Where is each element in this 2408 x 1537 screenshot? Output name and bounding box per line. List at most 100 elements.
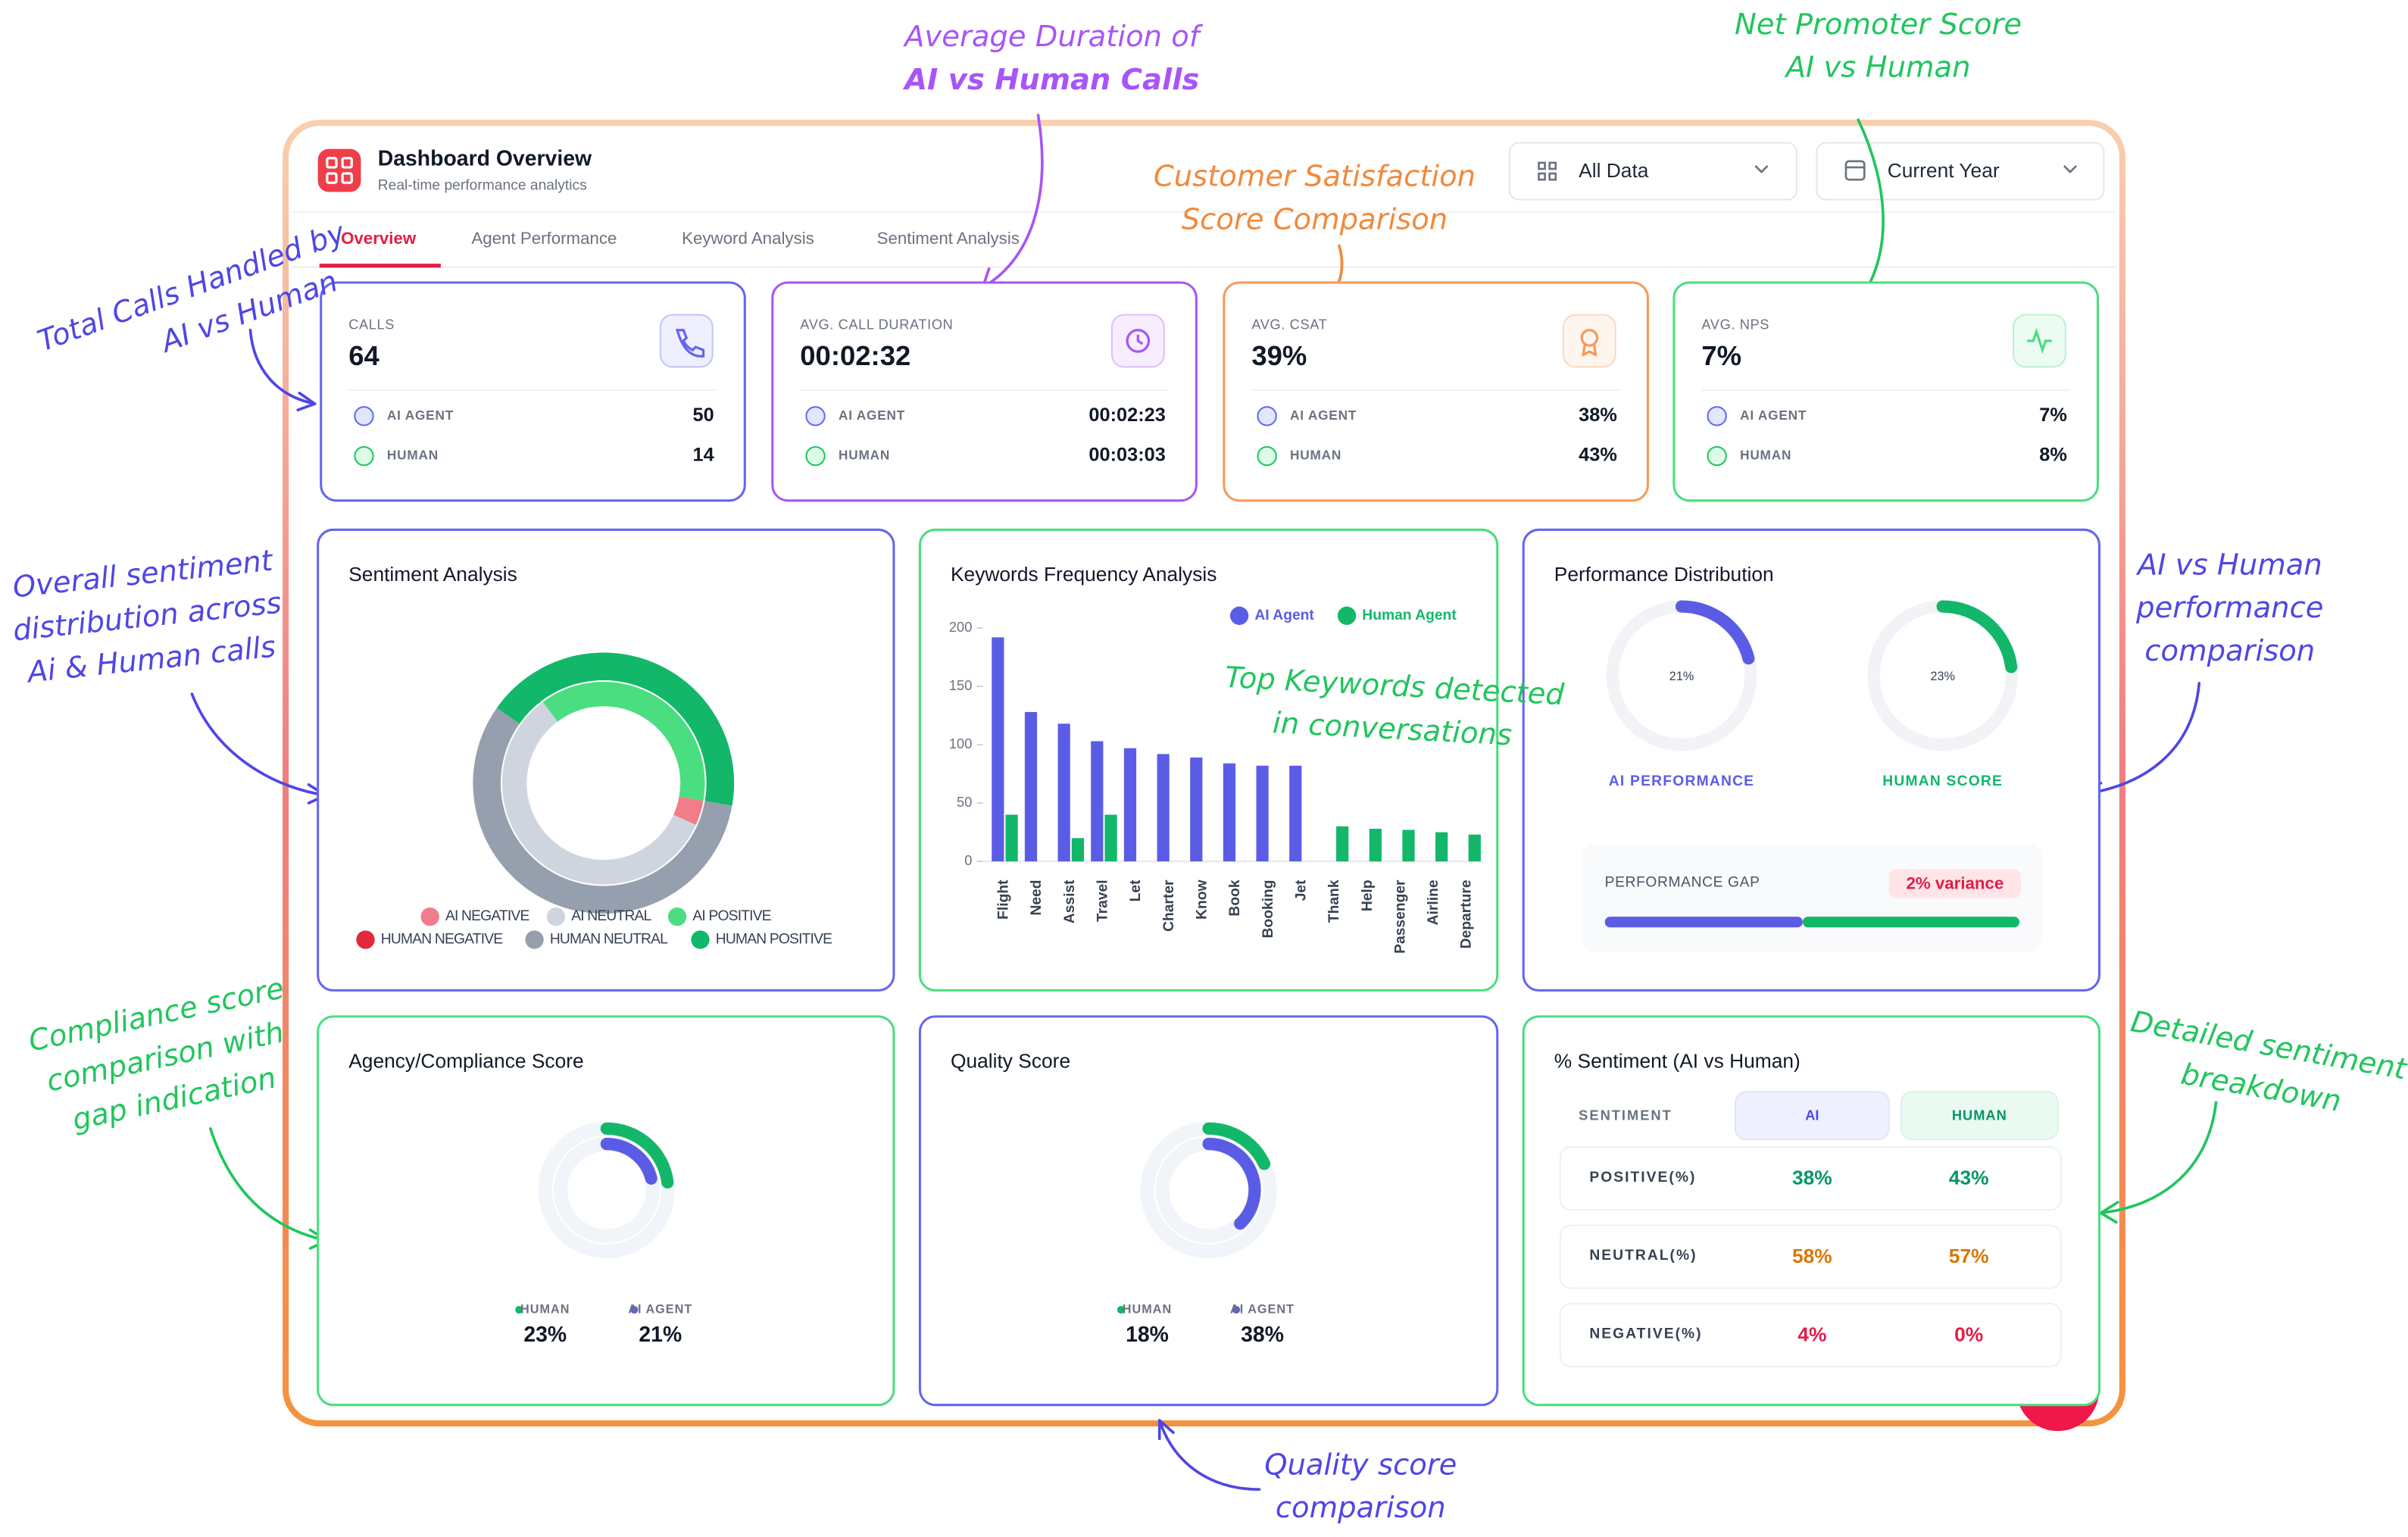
donut-segment bbox=[473, 708, 732, 914]
x-tick-label: Book bbox=[1227, 879, 1243, 916]
annotation: performance bbox=[2135, 591, 2323, 625]
annotation: AI vs Human bbox=[1784, 51, 1971, 85]
row-value: 38% bbox=[1792, 1167, 1832, 1189]
legend-label: Human Agent bbox=[1362, 608, 1457, 623]
pulse-icon bbox=[2027, 327, 2052, 355]
panel-title: Sentiment Analysis bbox=[348, 563, 517, 586]
legend-swatch bbox=[525, 930, 544, 949]
row-label: POSITIVE(%) bbox=[1589, 1170, 1696, 1186]
annotation: comparison bbox=[1276, 1491, 1446, 1525]
panel-title: Quality Score bbox=[951, 1050, 1070, 1073]
score-value: 38% bbox=[1241, 1323, 1284, 1347]
row-value: 57% bbox=[1949, 1245, 1989, 1267]
filter-dropdown[interactable] bbox=[1508, 142, 1798, 201]
annotation: Net Promoter Score bbox=[1735, 8, 2022, 42]
legend-label: AI POSITIVE bbox=[692, 908, 771, 924]
kpi-row-value: 00:03:03 bbox=[1088, 445, 1165, 466]
legend-label: HUMAN NEUTRAL bbox=[550, 932, 668, 948]
kpi-row-label: AI AGENT bbox=[1290, 408, 1357, 423]
tab[interactable]: Agent Performance bbox=[471, 229, 617, 248]
phone-icon bbox=[675, 329, 705, 358]
row-label: NEGATIVE(%) bbox=[1589, 1326, 1702, 1342]
kpi-card bbox=[1672, 281, 2099, 502]
panel bbox=[918, 528, 1499, 992]
ai-icon bbox=[1257, 406, 1277, 426]
kpi-row-label: HUMAN bbox=[839, 448, 890, 463]
kpi-row-value: 7% bbox=[2039, 405, 2067, 426]
x-tick-label: Travel bbox=[1095, 879, 1111, 922]
gap-label: PERFORMANCE GAP bbox=[1605, 875, 1760, 891]
annotation: Average Duration of bbox=[902, 20, 1204, 54]
bar bbox=[1091, 741, 1104, 862]
legend-label: HUMAN NEGATIVE bbox=[381, 932, 503, 948]
ring-arc bbox=[1202, 1122, 1271, 1170]
kpi-label: CALLS bbox=[348, 317, 395, 333]
ai-icon bbox=[1707, 406, 1727, 426]
filter-label: Current Year bbox=[1888, 159, 2000, 182]
donut-segment bbox=[673, 795, 704, 826]
ring-arc bbox=[600, 1137, 657, 1185]
legend-label: HUMAN bbox=[520, 1302, 570, 1316]
bar bbox=[1157, 754, 1170, 862]
kpi-row-value: 38% bbox=[1579, 405, 1617, 426]
legend-swatch bbox=[667, 907, 687, 926]
annotation: AI vs Human bbox=[2135, 548, 2322, 582]
legend-swatch bbox=[1229, 606, 1249, 625]
filter-dropdown[interactable] bbox=[1816, 142, 2105, 201]
bar bbox=[1256, 765, 1269, 862]
kpi-row-label: AI AGENT bbox=[1740, 408, 1807, 423]
legend-label: HUMAN POSITIVE bbox=[716, 932, 832, 948]
x-tick-label: Jet bbox=[1293, 879, 1309, 901]
bar bbox=[1402, 829, 1415, 862]
gauge-label: HUMAN SCORE bbox=[1882, 773, 2003, 789]
annotation: Customer Satisfaction bbox=[1154, 160, 1476, 194]
x-tick-label: Flight bbox=[996, 879, 1012, 920]
kpi-card bbox=[1223, 281, 1649, 502]
kpi-value: 7% bbox=[1701, 340, 1741, 371]
legend-swatch bbox=[691, 930, 710, 949]
kpi-row-value: 50 bbox=[693, 405, 714, 426]
ai-icon bbox=[354, 406, 374, 426]
legend-label: HUMAN bbox=[1123, 1302, 1172, 1316]
annotation: Quality score bbox=[1264, 1448, 1457, 1482]
human-icon bbox=[354, 445, 374, 467]
kpi-row-label: AI AGENT bbox=[839, 408, 905, 423]
panel bbox=[317, 528, 895, 992]
annotation: comparison bbox=[2144, 634, 2315, 668]
filter-label: All Data bbox=[1579, 159, 1649, 182]
tab[interactable]: Keyword Analysis bbox=[682, 229, 814, 248]
x-tick-label: Booking bbox=[1260, 879, 1276, 938]
score-value: 21% bbox=[639, 1323, 682, 1347]
donut-segment bbox=[496, 652, 735, 806]
kpi-icon-box bbox=[659, 314, 714, 368]
bar bbox=[992, 637, 1004, 862]
x-tick-label: Let bbox=[1128, 879, 1144, 901]
kpi-row-value: 14 bbox=[693, 445, 714, 466]
gap-bar bbox=[1604, 917, 1803, 928]
legend-swatch bbox=[420, 907, 439, 926]
bar bbox=[1336, 826, 1349, 862]
tab[interactable]: Overview bbox=[341, 229, 417, 248]
ring-arc bbox=[600, 1122, 674, 1189]
gauge-arc bbox=[1675, 600, 1755, 665]
ai-icon bbox=[805, 406, 826, 426]
x-tick-label: Passenger bbox=[1392, 879, 1408, 954]
row-label: NEUTRAL(%) bbox=[1589, 1248, 1697, 1264]
kpi-card bbox=[320, 281, 746, 502]
kpi-value: 64 bbox=[348, 340, 379, 371]
legend-swatch bbox=[515, 1305, 523, 1314]
score-value: 18% bbox=[1126, 1323, 1169, 1347]
score-value: 23% bbox=[523, 1323, 567, 1347]
bar bbox=[1104, 814, 1117, 862]
panel-title: % Sentiment (AI vs Human) bbox=[1554, 1050, 1801, 1073]
y-tick-label: 200 bbox=[949, 619, 972, 635]
tab[interactable]: Sentiment Analysis bbox=[877, 229, 1020, 248]
y-tick-label: 50 bbox=[957, 794, 972, 810]
x-tick-label: Charter bbox=[1161, 879, 1177, 932]
legend-label: AI NEUTRAL bbox=[571, 908, 651, 924]
row-value: 58% bbox=[1792, 1245, 1832, 1267]
clock-hands bbox=[1136, 334, 1144, 345]
gap-box bbox=[1582, 844, 2043, 952]
x-tick-label: Assist bbox=[1062, 879, 1078, 923]
